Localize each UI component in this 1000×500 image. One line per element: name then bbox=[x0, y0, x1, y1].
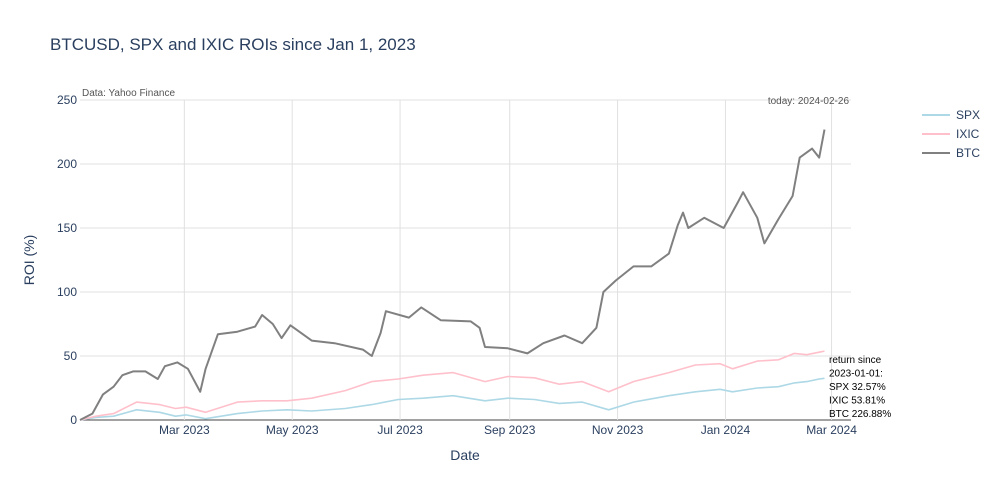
x-tick-label: May 2023 bbox=[266, 423, 319, 437]
x-tick-label: Jul 2023 bbox=[377, 423, 423, 437]
y-tick-label: 150 bbox=[57, 221, 77, 235]
return-line: SPX 32.57% bbox=[829, 382, 886, 393]
legend-item-ixic[interactable]: IXIC bbox=[922, 127, 980, 141]
series-line-spx bbox=[79, 377, 825, 421]
legend-item-spx[interactable]: SPX bbox=[922, 108, 980, 122]
y-tick-layer: 0 50 100 150 200 250 bbox=[57, 93, 77, 427]
y-tick-label: 50 bbox=[64, 349, 78, 363]
legend-label: IXIC bbox=[956, 127, 980, 141]
grid-layer bbox=[80, 99, 851, 421]
x-tick-label: Nov 2023 bbox=[592, 423, 644, 437]
y-tick-label: 100 bbox=[57, 285, 77, 299]
legend-item-btc[interactable]: BTC bbox=[922, 146, 980, 160]
x-tick-layer: Mar 2023 May 2023 Jul 2023 Sep 2023 Nov 2023… bbox=[159, 423, 857, 437]
x-tick-label: Mar 2023 bbox=[159, 423, 210, 437]
series-line-ixic bbox=[79, 350, 825, 421]
legend-label: BTC bbox=[956, 146, 980, 160]
return-annotation: return since 2023-01-01: SPX 32.57% IXIC 53… bbox=[829, 355, 891, 420]
series-layer bbox=[79, 129, 826, 421]
y-tick-label: 250 bbox=[57, 93, 77, 107]
y-axis-title: ROI (%) bbox=[21, 235, 37, 286]
legend-label: SPX bbox=[956, 108, 980, 122]
today-annotation: today: 2024-02-26 bbox=[768, 96, 850, 107]
return-line: return since bbox=[829, 355, 882, 366]
series-line-btc bbox=[79, 129, 826, 421]
y-tick-label: 0 bbox=[70, 413, 77, 427]
return-line: 2023-01-01: bbox=[829, 369, 883, 380]
x-tick-label: Jan 2024 bbox=[701, 423, 751, 437]
return-line: BTC 226.88% bbox=[829, 409, 891, 420]
chart-title: BTCUSD, SPX and IXIC ROIs since Jan 1, 2… bbox=[50, 35, 416, 54]
return-line: IXIC 53.81% bbox=[829, 396, 885, 407]
y-tick-label: 200 bbox=[57, 157, 77, 171]
x-tick-label: Mar 2024 bbox=[806, 423, 857, 437]
legend[interactable]: SPX IXIC BTC bbox=[922, 108, 980, 160]
x-axis-title: Date bbox=[450, 447, 480, 463]
x-tick-label: Sep 2023 bbox=[484, 423, 536, 437]
source-annotation: Data: Yahoo Finance bbox=[82, 88, 175, 99]
